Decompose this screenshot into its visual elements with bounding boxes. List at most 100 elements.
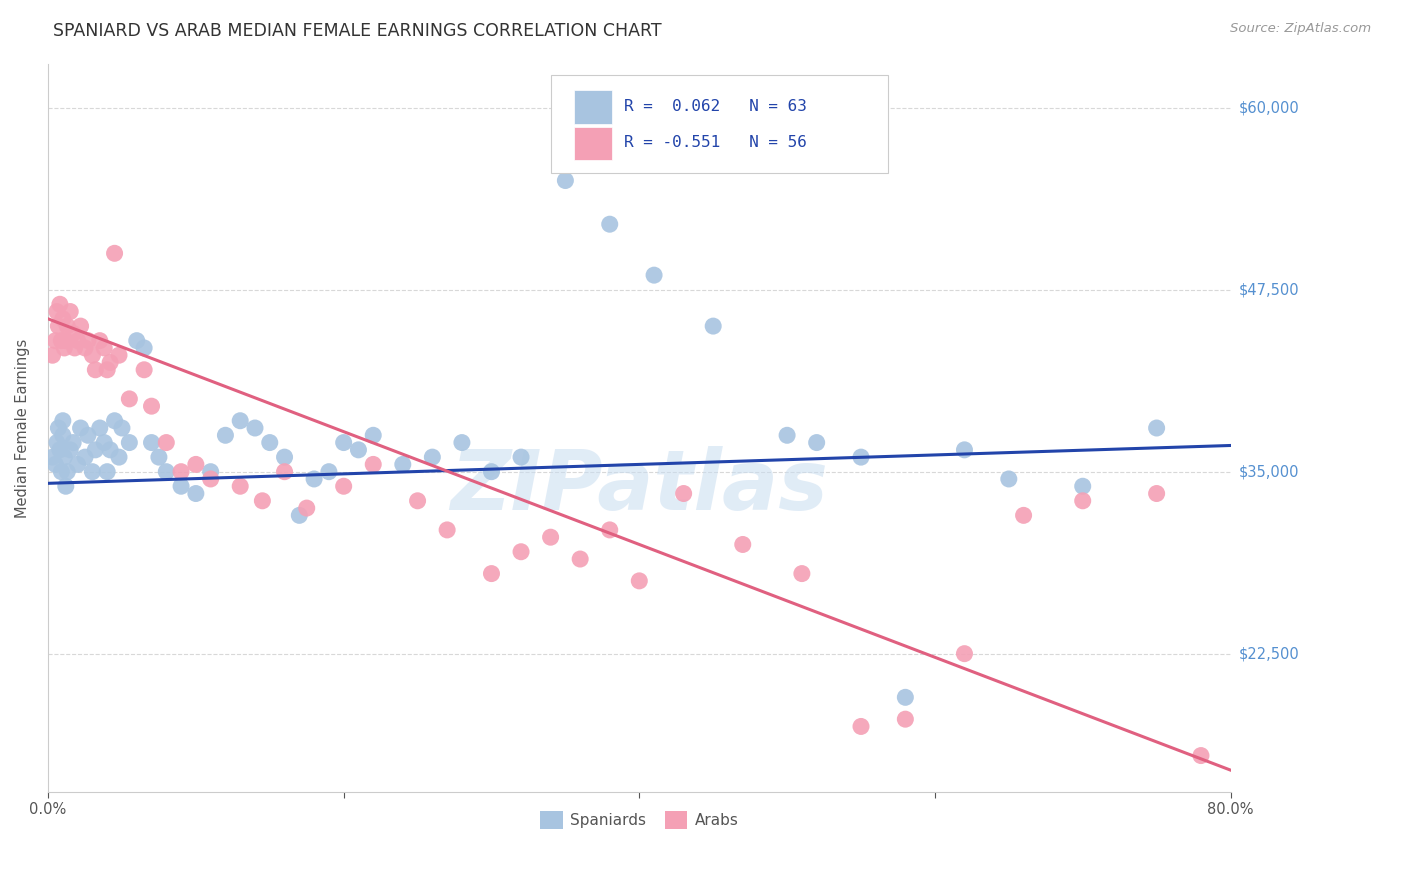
- Point: [510, 545, 533, 559]
- Point: [481, 465, 503, 479]
- Point: [569, 552, 592, 566]
- Point: [98, 442, 121, 457]
- Point: [391, 458, 413, 472]
- Point: [302, 472, 325, 486]
- Point: [361, 458, 384, 472]
- Point: [59, 442, 82, 457]
- Text: ZIPatlas: ZIPatlas: [450, 446, 828, 527]
- Point: [214, 428, 236, 442]
- Point: [184, 458, 207, 472]
- Point: [702, 319, 724, 334]
- Legend: Spaniards, Arabs: Spaniards, Arabs: [533, 805, 745, 835]
- Point: [108, 450, 131, 464]
- Point: [347, 442, 370, 457]
- Point: [84, 363, 107, 377]
- Point: [69, 319, 91, 334]
- Point: [82, 348, 104, 362]
- Point: [52, 428, 75, 442]
- Point: [643, 268, 665, 282]
- Point: [849, 719, 872, 733]
- Text: SPANIARD VS ARAB MEDIAN FEMALE EARNINGS CORRELATION CHART: SPANIARD VS ARAB MEDIAN FEMALE EARNINGS …: [53, 22, 662, 40]
- Text: $60,000: $60,000: [1239, 100, 1299, 115]
- Text: R = -0.551   N = 56: R = -0.551 N = 56: [624, 136, 807, 150]
- Point: [73, 341, 96, 355]
- Point: [89, 334, 111, 348]
- Point: [111, 421, 134, 435]
- Point: [599, 217, 621, 231]
- Point: [73, 450, 96, 464]
- Point: [1012, 508, 1035, 523]
- Point: [66, 458, 89, 472]
- Point: [540, 530, 562, 544]
- Point: [103, 414, 125, 428]
- Point: [77, 428, 100, 442]
- Point: [93, 435, 115, 450]
- Point: [1071, 479, 1094, 493]
- Point: [481, 566, 503, 581]
- Point: [134, 363, 156, 377]
- Point: [52, 414, 75, 428]
- Point: [55, 334, 77, 348]
- Point: [45, 304, 67, 318]
- Point: [45, 435, 67, 450]
- Point: [229, 479, 252, 493]
- Point: [118, 392, 141, 406]
- Point: [790, 566, 813, 581]
- Point: [44, 458, 66, 472]
- Point: [51, 465, 73, 479]
- Point: [894, 690, 917, 705]
- Point: [63, 341, 86, 355]
- Point: [332, 479, 354, 493]
- Point: [125, 334, 148, 348]
- Point: [96, 363, 118, 377]
- Text: R =  0.062   N = 63: R = 0.062 N = 63: [624, 99, 807, 114]
- Point: [155, 435, 177, 450]
- Point: [731, 537, 754, 551]
- Point: [56, 465, 79, 479]
- Point: [103, 246, 125, 260]
- Y-axis label: Median Female Earnings: Median Female Earnings: [15, 338, 30, 517]
- Text: Source: ZipAtlas.com: Source: ZipAtlas.com: [1230, 22, 1371, 36]
- Point: [49, 442, 72, 457]
- Point: [66, 334, 89, 348]
- Point: [672, 486, 695, 500]
- Point: [1189, 748, 1212, 763]
- Point: [96, 465, 118, 479]
- Point: [98, 355, 121, 369]
- Point: [406, 493, 429, 508]
- FancyBboxPatch shape: [574, 127, 612, 161]
- Point: [953, 442, 976, 457]
- Point: [259, 435, 281, 450]
- Point: [52, 311, 75, 326]
- Point: [628, 574, 651, 588]
- Point: [451, 435, 474, 450]
- Point: [776, 428, 799, 442]
- Point: [849, 450, 872, 464]
- Point: [200, 472, 222, 486]
- Point: [59, 304, 82, 318]
- Point: [93, 341, 115, 355]
- Point: [118, 435, 141, 450]
- Point: [273, 450, 295, 464]
- Point: [243, 421, 266, 435]
- Point: [184, 486, 207, 500]
- Point: [229, 414, 252, 428]
- Point: [84, 442, 107, 457]
- Point: [41, 348, 63, 362]
- Text: $47,500: $47,500: [1239, 282, 1299, 297]
- Point: [77, 334, 100, 348]
- Point: [288, 508, 311, 523]
- Point: [361, 428, 384, 442]
- Text: $35,000: $35,000: [1239, 464, 1299, 479]
- Point: [953, 647, 976, 661]
- Point: [1071, 493, 1094, 508]
- Point: [155, 465, 177, 479]
- Point: [44, 334, 66, 348]
- Point: [318, 465, 340, 479]
- Point: [141, 399, 163, 413]
- Point: [806, 435, 828, 450]
- Point: [56, 319, 79, 334]
- Point: [422, 450, 444, 464]
- Text: $22,500: $22,500: [1239, 646, 1299, 661]
- Point: [62, 326, 84, 341]
